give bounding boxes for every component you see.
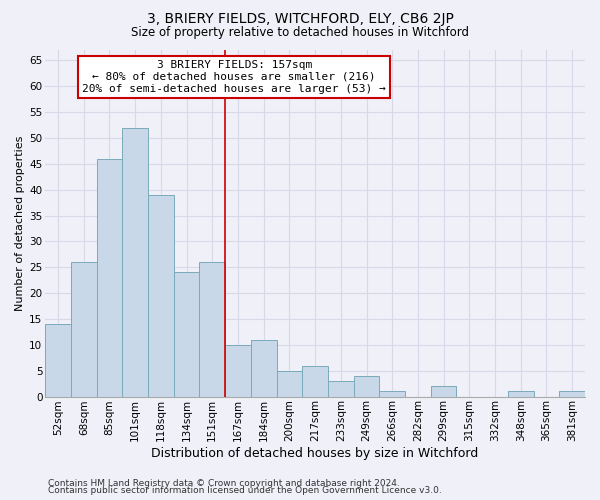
Bar [353,376,379,396]
Bar [122,128,148,396]
Bar [45,324,71,396]
Bar [174,272,199,396]
Bar [199,262,225,396]
Text: 3, BRIERY FIELDS, WITCHFORD, ELY, CB6 2JP: 3, BRIERY FIELDS, WITCHFORD, ELY, CB6 2J… [146,12,454,26]
Text: Size of property relative to detached houses in Witchford: Size of property relative to detached ho… [131,26,469,39]
Text: 3 BRIERY FIELDS: 157sqm
← 80% of detached houses are smaller (216)
20% of semi-d: 3 BRIERY FIELDS: 157sqm ← 80% of detache… [82,60,386,94]
Text: Contains HM Land Registry data © Crown copyright and database right 2024.: Contains HM Land Registry data © Crown c… [48,478,400,488]
X-axis label: Distribution of detached houses by size in Witchford: Distribution of detached houses by size … [151,447,479,460]
Bar [225,345,251,397]
Bar [559,392,585,396]
Bar [148,195,174,396]
Bar [328,381,353,396]
Y-axis label: Number of detached properties: Number of detached properties [15,136,25,311]
Bar [508,392,533,396]
Bar [251,340,277,396]
Bar [431,386,457,396]
Text: Contains public sector information licensed under the Open Government Licence v3: Contains public sector information licen… [48,486,442,495]
Bar [71,262,97,396]
Bar [277,370,302,396]
Bar [302,366,328,396]
Bar [97,158,122,396]
Bar [379,392,405,396]
